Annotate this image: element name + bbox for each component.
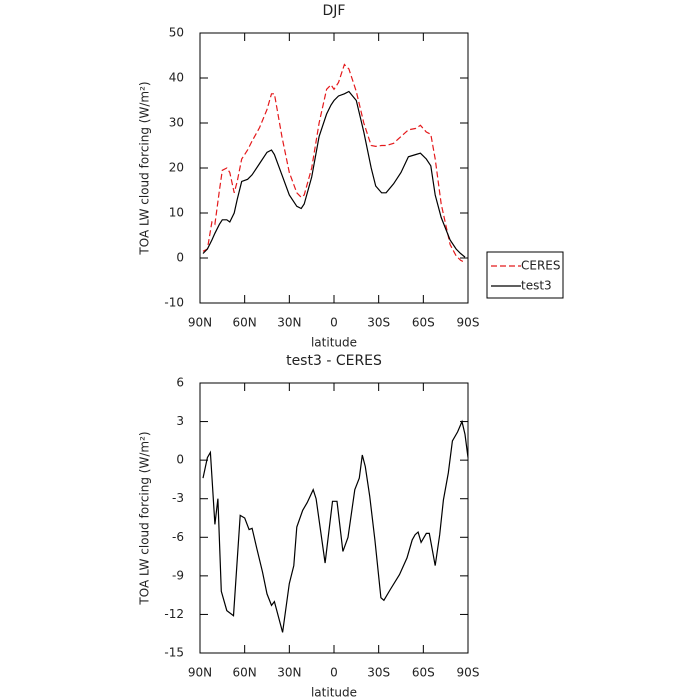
legend-label: CERES bbox=[521, 259, 561, 273]
x-tick-label: 90N bbox=[188, 666, 212, 680]
y-tick-label: -10 bbox=[164, 296, 184, 310]
y-tick-label: 6 bbox=[176, 376, 184, 390]
data-line bbox=[202, 90, 466, 258]
y-tick-label: 0 bbox=[176, 453, 184, 467]
x-tick-label: 60N bbox=[233, 316, 257, 330]
y-tick-label: 20 bbox=[169, 161, 184, 175]
x-tick-label: 60N bbox=[233, 666, 257, 680]
x-tick-label: 90S bbox=[457, 666, 480, 680]
y-tick-label: -6 bbox=[172, 530, 184, 544]
y-tick-label: 3 bbox=[176, 414, 184, 428]
x-axis-label: latitude bbox=[311, 336, 357, 350]
y-tick-label: 10 bbox=[169, 206, 184, 220]
x-tick-label: 0 bbox=[330, 316, 338, 330]
chart-title: test3 - CERES bbox=[286, 353, 382, 369]
chart-title: DJF bbox=[323, 3, 346, 19]
y-tick-label: 30 bbox=[169, 116, 184, 130]
x-tick-label: 30N bbox=[277, 666, 301, 680]
x-tick-label: 90N bbox=[188, 316, 212, 330]
x-tick-label: 30N bbox=[277, 316, 301, 330]
y-tick-label: 50 bbox=[169, 26, 184, 40]
x-axis-label: latitude bbox=[311, 686, 357, 700]
y-tick-label: -15 bbox=[164, 646, 184, 660]
data-line bbox=[202, 63, 466, 264]
y-tick-label: 0 bbox=[176, 251, 184, 265]
data-line bbox=[202, 419, 469, 633]
x-tick-label: 30S bbox=[367, 666, 390, 680]
y-tick-label: 40 bbox=[169, 71, 184, 85]
x-tick-label: 30S bbox=[367, 316, 390, 330]
legend-box bbox=[486, 251, 564, 299]
x-tick-label: 90S bbox=[457, 316, 480, 330]
x-tick-label: 60S bbox=[412, 666, 435, 680]
y-axis-label: TOA LW cloud forcing (W/m²) bbox=[138, 81, 152, 255]
y-axis-label: TOA LW cloud forcing (W/m²) bbox=[138, 431, 152, 605]
y-tick-label: -9 bbox=[172, 568, 184, 582]
legend-label: test3 bbox=[521, 279, 552, 293]
x-tick-label: 60S bbox=[412, 316, 435, 330]
x-tick-label: 0 bbox=[330, 666, 338, 680]
y-tick-label: -3 bbox=[172, 491, 184, 505]
y-tick-label: -12 bbox=[164, 607, 184, 621]
